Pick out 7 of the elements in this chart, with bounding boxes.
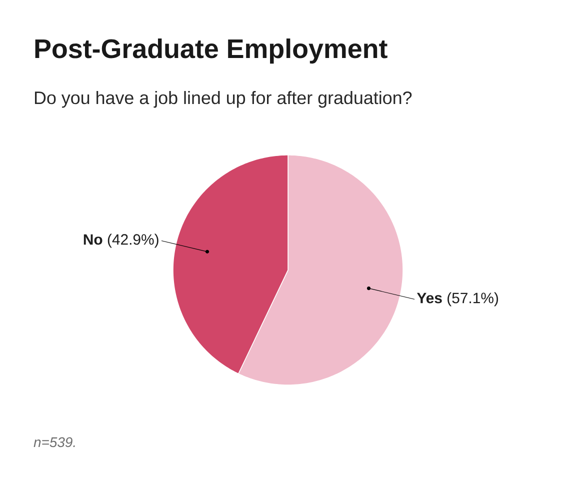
data-label: (57.1%) <box>448 292 498 306</box>
text: n=539. <box>34 437 75 448</box>
chart-subtitle: Do you have a job lined up for after graduation? <box>34 91 412 108</box>
slice-label: Yes <box>416 292 442 304</box>
slice-label: No <box>84 234 102 245</box>
chart-title: Post-Graduate Employment <box>35 38 388 64</box>
data-label: (42.9%) <box>108 234 158 248</box>
